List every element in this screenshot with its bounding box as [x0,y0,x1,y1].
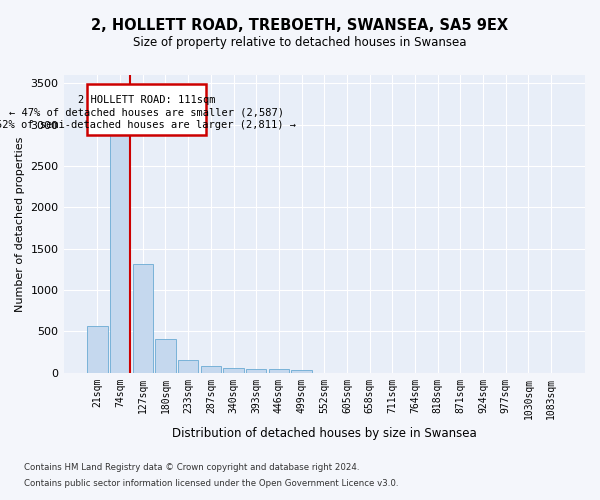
Bar [155,339,176,372]
Bar [178,360,199,372]
Text: Size of property relative to detached houses in Swansea: Size of property relative to detached ho… [133,36,467,49]
Text: 52% of semi-detached houses are larger (2,811) →: 52% of semi-detached houses are larger (… [0,120,296,130]
Bar [200,366,221,372]
Bar [133,264,153,372]
Bar [110,132,130,372]
Bar [269,370,289,372]
Bar [292,370,312,372]
X-axis label: Distribution of detached houses by size in Swansea: Distribution of detached houses by size … [172,427,476,440]
Bar [86,84,206,136]
Y-axis label: Number of detached properties: Number of detached properties [15,136,25,312]
Text: 2 HOLLETT ROAD: 111sqm: 2 HOLLETT ROAD: 111sqm [77,95,215,105]
Text: 2, HOLLETT ROAD, TREBOETH, SWANSEA, SA5 9EX: 2, HOLLETT ROAD, TREBOETH, SWANSEA, SA5 … [91,18,509,32]
Text: Contains HM Land Registry data © Crown copyright and database right 2024.: Contains HM Land Registry data © Crown c… [24,464,359,472]
Bar [223,368,244,372]
Bar [246,368,266,372]
Text: ← 47% of detached houses are smaller (2,587): ← 47% of detached houses are smaller (2,… [9,107,284,117]
Bar [87,326,107,372]
Text: Contains public sector information licensed under the Open Government Licence v3: Contains public sector information licen… [24,478,398,488]
